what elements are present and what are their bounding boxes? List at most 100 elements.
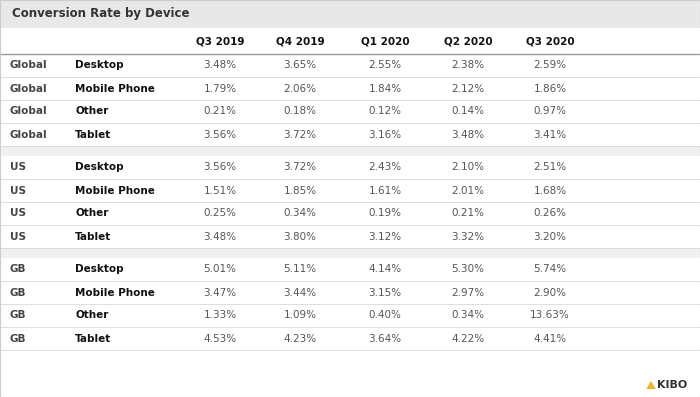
Text: 3.56%: 3.56% <box>204 162 237 173</box>
Text: 3.32%: 3.32% <box>452 231 484 241</box>
Text: 2.01%: 2.01% <box>452 185 484 195</box>
Text: 5.74%: 5.74% <box>533 264 566 274</box>
Bar <box>0 156 700 179</box>
Text: 2.12%: 2.12% <box>452 83 484 94</box>
Text: 4.53%: 4.53% <box>204 333 237 343</box>
Text: 2.90%: 2.90% <box>533 287 566 297</box>
Text: Mobile Phone: Mobile Phone <box>75 287 155 297</box>
Text: 0.19%: 0.19% <box>368 208 402 218</box>
Text: 1.51%: 1.51% <box>204 185 237 195</box>
Text: 1.85%: 1.85% <box>284 185 316 195</box>
Text: 5.01%: 5.01% <box>204 264 237 274</box>
Text: 1.79%: 1.79% <box>204 83 237 94</box>
Text: 4.23%: 4.23% <box>284 333 316 343</box>
Text: US: US <box>10 185 26 195</box>
Text: 1.68%: 1.68% <box>533 185 566 195</box>
Text: Mobile Phone: Mobile Phone <box>75 83 155 94</box>
Text: 3.44%: 3.44% <box>284 287 316 297</box>
Text: 2.55%: 2.55% <box>368 60 402 71</box>
Text: 3.47%: 3.47% <box>204 287 237 297</box>
Text: 3.48%: 3.48% <box>204 60 237 71</box>
Text: Q3 2019: Q3 2019 <box>196 36 244 46</box>
Text: Desktop: Desktop <box>75 264 124 274</box>
Text: 1.09%: 1.09% <box>284 310 316 320</box>
Text: 1.84%: 1.84% <box>368 83 402 94</box>
Text: Tablet: Tablet <box>75 333 111 343</box>
Text: KIBO: KIBO <box>657 380 687 390</box>
Text: 3.20%: 3.20% <box>533 231 566 241</box>
Text: GB: GB <box>10 264 27 274</box>
Text: 0.18%: 0.18% <box>284 106 316 116</box>
Text: Tablet: Tablet <box>75 129 111 139</box>
Text: Q2 2020: Q2 2020 <box>444 36 492 46</box>
Text: 4.14%: 4.14% <box>368 264 402 274</box>
Text: GB: GB <box>10 287 27 297</box>
Text: 5.30%: 5.30% <box>452 264 484 274</box>
Text: 3.65%: 3.65% <box>284 60 316 71</box>
Text: Mobile Phone: Mobile Phone <box>75 185 155 195</box>
Text: 3.64%: 3.64% <box>368 333 402 343</box>
Text: Q3 2020: Q3 2020 <box>526 36 574 46</box>
Text: 3.48%: 3.48% <box>204 231 237 241</box>
Bar <box>0 225 700 248</box>
Text: 0.97%: 0.97% <box>533 106 566 116</box>
Bar <box>0 100 700 123</box>
Text: 3.16%: 3.16% <box>368 129 402 139</box>
Text: US: US <box>10 162 26 173</box>
Bar <box>0 0 700 28</box>
Text: US: US <box>10 208 26 218</box>
Text: 0.34%: 0.34% <box>452 310 484 320</box>
Text: 0.40%: 0.40% <box>369 310 401 320</box>
Text: Desktop: Desktop <box>75 162 124 173</box>
Text: Global: Global <box>10 60 48 71</box>
Bar <box>0 281 700 304</box>
Text: Desktop: Desktop <box>75 60 124 71</box>
Text: Other: Other <box>75 310 108 320</box>
Bar <box>0 327 700 350</box>
Text: 2.59%: 2.59% <box>533 60 566 71</box>
Text: 3.56%: 3.56% <box>204 129 237 139</box>
Bar <box>0 258 700 281</box>
Text: 5.11%: 5.11% <box>284 264 316 274</box>
Polygon shape <box>646 381 656 389</box>
Text: 2.10%: 2.10% <box>452 162 484 173</box>
Text: 0.21%: 0.21% <box>204 106 237 116</box>
Bar <box>0 146 700 156</box>
Text: 1.61%: 1.61% <box>368 185 402 195</box>
Text: 0.26%: 0.26% <box>533 208 566 218</box>
Text: 3.72%: 3.72% <box>284 162 316 173</box>
Text: 1.33%: 1.33% <box>204 310 237 320</box>
Text: 3.80%: 3.80% <box>284 231 316 241</box>
Text: 2.38%: 2.38% <box>452 60 484 71</box>
Text: 2.43%: 2.43% <box>368 162 402 173</box>
Text: 4.41%: 4.41% <box>533 333 566 343</box>
Bar <box>0 248 700 258</box>
Bar <box>0 123 700 146</box>
Text: 2.06%: 2.06% <box>284 83 316 94</box>
Bar <box>0 179 700 202</box>
Text: 3.48%: 3.48% <box>452 129 484 139</box>
Text: GB: GB <box>10 310 27 320</box>
Text: GB: GB <box>10 333 27 343</box>
Text: Global: Global <box>10 129 48 139</box>
Text: US: US <box>10 231 26 241</box>
Text: Tablet: Tablet <box>75 231 111 241</box>
Text: 3.15%: 3.15% <box>368 287 402 297</box>
Text: Global: Global <box>10 83 48 94</box>
Text: 3.72%: 3.72% <box>284 129 316 139</box>
Text: 0.12%: 0.12% <box>368 106 402 116</box>
Bar <box>0 28 700 54</box>
Text: 3.12%: 3.12% <box>368 231 402 241</box>
Text: 13.63%: 13.63% <box>530 310 570 320</box>
Text: 0.21%: 0.21% <box>452 208 484 218</box>
Bar <box>0 77 700 100</box>
Text: 0.34%: 0.34% <box>284 208 316 218</box>
Text: Other: Other <box>75 208 108 218</box>
Text: Q1 2020: Q1 2020 <box>360 36 409 46</box>
Bar <box>0 54 700 77</box>
Text: 4.22%: 4.22% <box>452 333 484 343</box>
Text: 1.86%: 1.86% <box>533 83 566 94</box>
Text: 2.97%: 2.97% <box>452 287 484 297</box>
Text: 0.25%: 0.25% <box>204 208 237 218</box>
Bar <box>0 202 700 225</box>
